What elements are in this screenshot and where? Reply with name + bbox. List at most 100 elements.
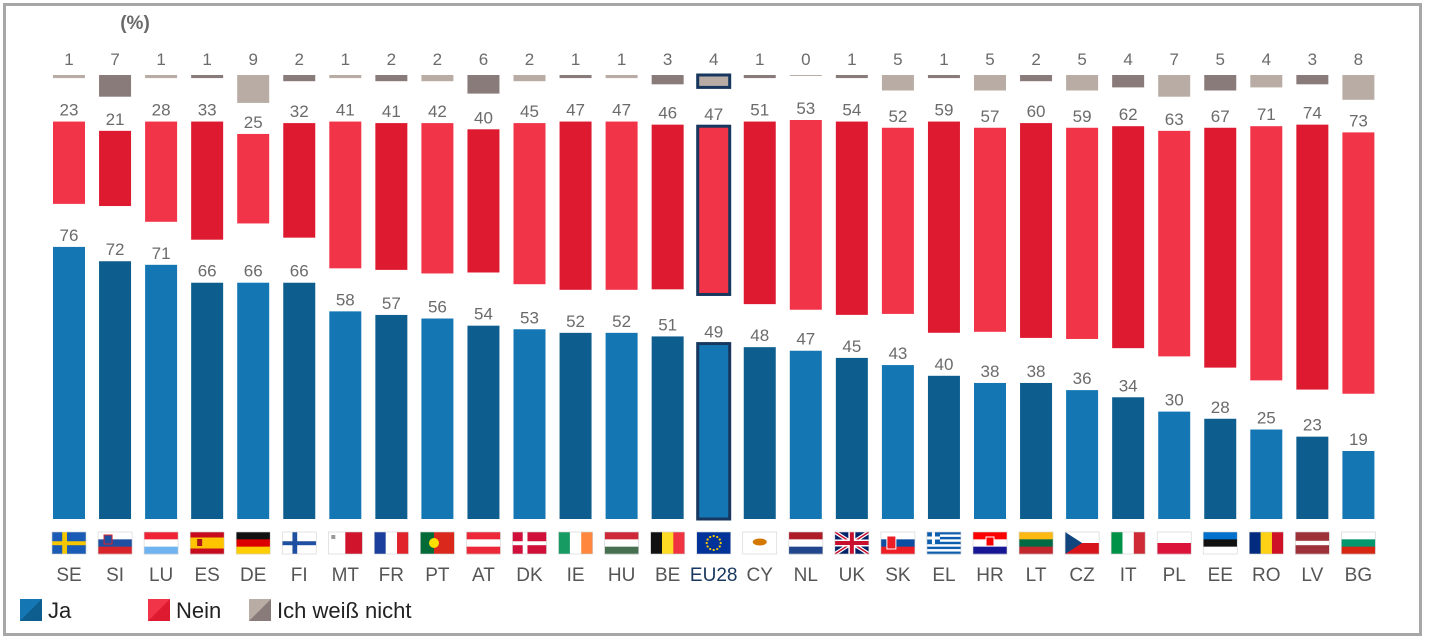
bar-dont-know-nl <box>789 75 822 76</box>
bar-nein-mt <box>329 121 362 269</box>
label-dont-know-lv: 3 <box>1308 50 1317 69</box>
label-ja-lu: 71 <box>152 244 171 263</box>
finland-flag-icon <box>281 531 317 555</box>
bar-ja-lt <box>1020 382 1053 519</box>
bar-dont-know-se <box>53 75 85 79</box>
bar-dont-know-lu <box>145 75 178 79</box>
bar-ja-nl <box>789 350 822 519</box>
label-ja-hu: 52 <box>612 312 631 331</box>
category-label-ro: RO <box>1252 565 1281 586</box>
bar-dont-know-pt <box>421 75 454 82</box>
bar-dont-know-cz <box>1066 75 1099 91</box>
bar-dont-know-fi <box>283 75 316 82</box>
label-ja-hr: 38 <box>981 362 1000 381</box>
label-nein-at: 40 <box>474 108 493 127</box>
bar-nein-pl <box>1158 130 1191 357</box>
bar-nein-lv <box>1296 124 1329 390</box>
label-nein-ro: 71 <box>1257 105 1276 124</box>
bar-ja-uk <box>835 357 868 519</box>
label-ja-fr: 57 <box>382 294 401 313</box>
uk-flag-icon <box>833 530 870 556</box>
label-nein-fi: 32 <box>290 102 309 121</box>
bar-nein-fi <box>283 123 316 238</box>
label-dont-know-it: 4 <box>1123 50 1132 69</box>
category-label-cz: CZ <box>1069 565 1095 586</box>
bar-ja-pt <box>421 318 454 519</box>
label-ja-pt: 56 <box>428 298 447 317</box>
category-label-hr: HR <box>976 565 1003 586</box>
denmark-flag-icon <box>512 531 547 555</box>
legend-swatch-ja-shade <box>20 599 42 621</box>
bar-nein-at <box>467 129 500 273</box>
category-label-pl: PL <box>1163 565 1186 586</box>
label-dont-know-be: 3 <box>663 50 672 69</box>
bar-nein-de <box>237 133 270 224</box>
label-nein-es: 33 <box>198 101 217 120</box>
cyprus-flag-icon <box>742 531 778 555</box>
bar-nein-eu28 <box>696 124 732 296</box>
bar-ja-mt <box>329 311 362 519</box>
category-label-fi: FI <box>291 565 308 586</box>
label-nein-bg: 73 <box>1349 111 1368 130</box>
bar-ja-el <box>927 375 960 519</box>
ireland-flag-icon <box>558 531 593 555</box>
bar-ja-ro <box>1250 429 1283 519</box>
netherlands-flag-icon <box>788 531 824 555</box>
bar-ja-ee <box>1204 418 1237 519</box>
label-dont-know-fr: 2 <box>387 50 396 69</box>
bar-dont-know-uk <box>835 75 868 79</box>
label-nein-ie: 47 <box>566 101 585 120</box>
category-label-dk: DK <box>516 565 543 586</box>
latvia-flag-icon <box>1295 531 1330 555</box>
italy-flag-icon <box>1110 531 1146 555</box>
france-flag-icon <box>374 531 409 555</box>
bar-nein-hr <box>974 127 1006 332</box>
estonia-flag-icon <box>1202 531 1238 555</box>
spain-flag-icon <box>189 531 225 555</box>
bar-dont-know-ro <box>1250 75 1283 88</box>
bar-ja-de <box>237 282 270 519</box>
bar-dont-know-ie <box>559 75 592 79</box>
category-label-lv: LV <box>1301 565 1323 586</box>
label-dont-know-si: 7 <box>110 50 119 69</box>
hungary-flag-icon <box>604 531 639 555</box>
label-nein-el: 59 <box>934 101 953 120</box>
bar-nein-ee <box>1204 127 1237 368</box>
bar-nein-bg <box>1342 132 1375 394</box>
label-dont-know-bg: 8 <box>1354 50 1363 69</box>
label-dont-know-ie: 1 <box>571 50 580 69</box>
category-label-es: ES <box>194 565 219 586</box>
label-ja-eu28: 49 <box>704 323 723 342</box>
label-ja-ro: 25 <box>1257 409 1276 428</box>
category-label-mt: MT <box>332 565 360 586</box>
greece-flag-icon <box>926 531 962 555</box>
bar-nein-el <box>927 121 960 333</box>
bar-dont-know-si <box>99 75 132 97</box>
label-nein-uk: 54 <box>842 101 861 120</box>
label-dont-know-cy: 1 <box>755 50 764 69</box>
category-label-be: BE <box>655 565 680 586</box>
label-dont-know-uk: 1 <box>847 50 856 69</box>
label-ja-uk: 45 <box>842 337 861 356</box>
category-label-el: EL <box>932 565 955 586</box>
poland-flag-icon <box>1156 531 1192 555</box>
bar-dont-know-at <box>467 75 500 94</box>
label-ja-it: 34 <box>1119 376 1138 395</box>
bar-ja-lv <box>1296 436 1329 519</box>
bar-ja-eu28 <box>696 342 732 521</box>
label-ja-es: 66 <box>198 262 217 281</box>
bar-nein-pt <box>421 123 454 274</box>
label-dont-know-sk: 5 <box>893 50 902 69</box>
bar-nein-lu <box>145 121 178 222</box>
legend-label-ja: Ja <box>48 598 72 623</box>
category-label-ee: EE <box>1208 565 1233 586</box>
bar-dont-know-el <box>927 75 960 79</box>
label-ja-dk: 53 <box>520 308 539 327</box>
label-nein-be: 46 <box>658 104 677 123</box>
label-nein-sk: 52 <box>888 107 907 126</box>
bar-dont-know-sk <box>881 75 914 91</box>
slovakia-flag-icon <box>880 531 916 555</box>
bars-group: 7623172217712816633166259663225841157412… <box>53 50 1375 521</box>
bar-dont-know-hu <box>605 75 638 79</box>
category-label-it: IT <box>1120 565 1137 586</box>
